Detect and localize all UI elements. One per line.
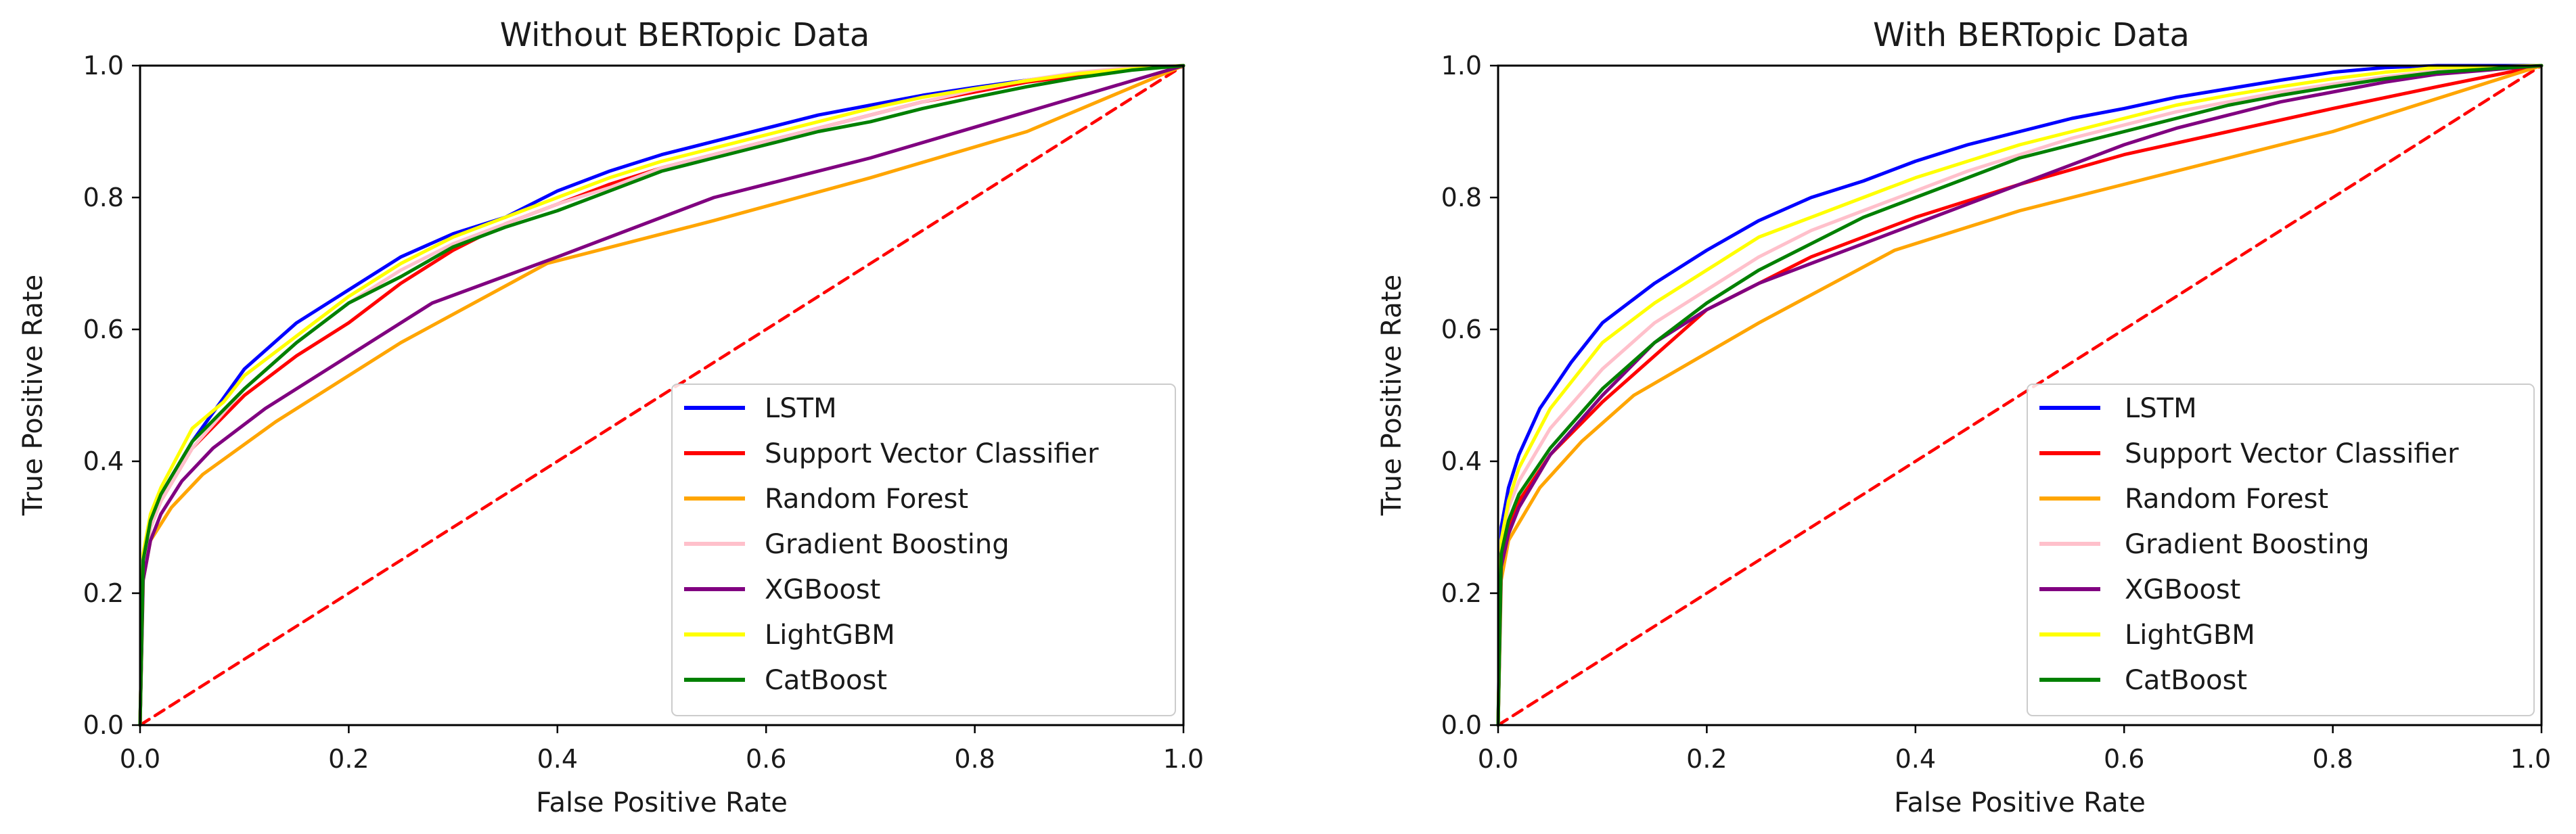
series-layer: [138, 64, 1185, 727]
roc-curve-catboost: [1496, 64, 2544, 727]
legend-label-xgboost: XGBoost: [765, 574, 880, 605]
legend-label-random-forest: Random Forest: [765, 484, 968, 515]
roc-curve-xgboost: [138, 64, 1185, 727]
reference-diagonal-line: [138, 64, 1185, 727]
x-tick-label: 0.2: [328, 744, 369, 774]
legend-box: [671, 384, 1176, 716]
chart-title: Without BERTopic Data: [500, 16, 870, 54]
y-tick-label: 1.0: [1441, 51, 1482, 80]
plot-frame: [1497, 64, 2543, 726]
legend-label-xgboost: XGBoost: [2125, 574, 2240, 605]
x-axis-ticks: 0.0 0.2 0.4 0.6 0.8 1.0: [120, 725, 1204, 774]
plot-frame: [139, 64, 1185, 726]
legend-label-support-vector-classifier: Support Vector Classifier: [2125, 438, 2459, 469]
y-tick-label: 0.4: [83, 446, 124, 476]
x-axis-ticks: 0.0 0.2 0.4 0.6 0.8 1.0: [1478, 725, 2551, 774]
roc-curve-catboost: [138, 64, 1185, 727]
legend-label-random-forest: Random Forest: [2125, 484, 2328, 515]
x-tick-label: 0.0: [120, 744, 160, 774]
y-tick-label: 0.4: [1441, 446, 1482, 476]
roc-curve-gradient-boosting: [1496, 64, 2544, 727]
chart-panel-with-bertopic: With BERTopic Data 0.0 0.2 0.4 0.6 0.8 1…: [1376, 16, 2551, 818]
y-tick-label: 1.0: [83, 51, 124, 80]
y-tick-label: 0.8: [1441, 183, 1482, 212]
legend-label-lightgbm: LightGBM: [2125, 620, 2255, 651]
legend-label-gradient-boosting: Gradient Boosting: [765, 529, 1010, 560]
roc-curve-random-forest: [1496, 64, 2544, 727]
x-tick-label: 1.0: [1163, 744, 1204, 774]
legend-label-support-vector-classifier: Support Vector Classifier: [765, 438, 1099, 469]
roc-curve-lstm: [1496, 64, 2544, 727]
x-tick-label: 0.8: [2312, 744, 2353, 774]
roc-curve-lightgbm: [1496, 64, 2544, 727]
x-tick-label: 0.6: [746, 744, 786, 774]
legend-label-gradient-boosting: Gradient Boosting: [2125, 529, 2370, 560]
x-axis-label: False Positive Rate: [1894, 787, 2146, 818]
chart-panel-without-bertopic: Without BERTopic Data 0.0 0.2 0.4 0.6 0.…: [18, 16, 1204, 818]
roc-curve-xgboost: [1496, 64, 2544, 727]
y-axis-ticks: 0.0 0.2 0.4 0.6 0.8 1.0: [1441, 51, 1498, 740]
y-tick-label: 0.2: [83, 578, 124, 608]
chart-title: With BERTopic Data: [1873, 16, 2190, 54]
legend-label-lightgbm: LightGBM: [765, 620, 895, 651]
y-tick-label: 0.6: [83, 315, 124, 344]
x-tick-label: 0.8: [954, 744, 995, 774]
x-tick-label: 1.0: [2510, 744, 2551, 774]
series-layer: [1496, 64, 2544, 727]
y-tick-label: 0.6: [1441, 315, 1482, 344]
legend-label-catboost: CatBoost: [2125, 665, 2247, 696]
x-tick-label: 0.6: [2104, 744, 2144, 774]
legend-label-lstm: LSTM: [2125, 393, 2197, 424]
reference-diagonal-line: [1496, 64, 2544, 727]
y-axis-label: True Positive Rate: [18, 275, 49, 516]
legend: LSTM Support Vector Classifier Random Fo…: [2027, 384, 2535, 716]
x-tick-label: 0.2: [1686, 744, 1727, 774]
legend-label-catboost: CatBoost: [765, 665, 887, 696]
legend-box: [2027, 384, 2535, 716]
y-tick-label: 0.0: [83, 710, 124, 740]
x-tick-label: 0.4: [1895, 744, 1936, 774]
legend: LSTM Support Vector Classifier Random Fo…: [671, 384, 1176, 716]
x-tick-label: 0.4: [537, 744, 578, 774]
y-axis-label: True Positive Rate: [1376, 275, 1407, 516]
y-axis-ticks: 0.0 0.2 0.4 0.6 0.8 1.0: [83, 51, 140, 740]
y-tick-label: 0.2: [1441, 578, 1482, 608]
y-tick-label: 0.0: [1441, 710, 1482, 740]
legend-label-lstm: LSTM: [765, 393, 837, 424]
x-axis-label: False Positive Rate: [536, 787, 788, 818]
roc-curve-lightgbm: [138, 64, 1185, 727]
x-tick-label: 0.0: [1478, 744, 1518, 774]
y-tick-label: 0.8: [83, 183, 124, 212]
